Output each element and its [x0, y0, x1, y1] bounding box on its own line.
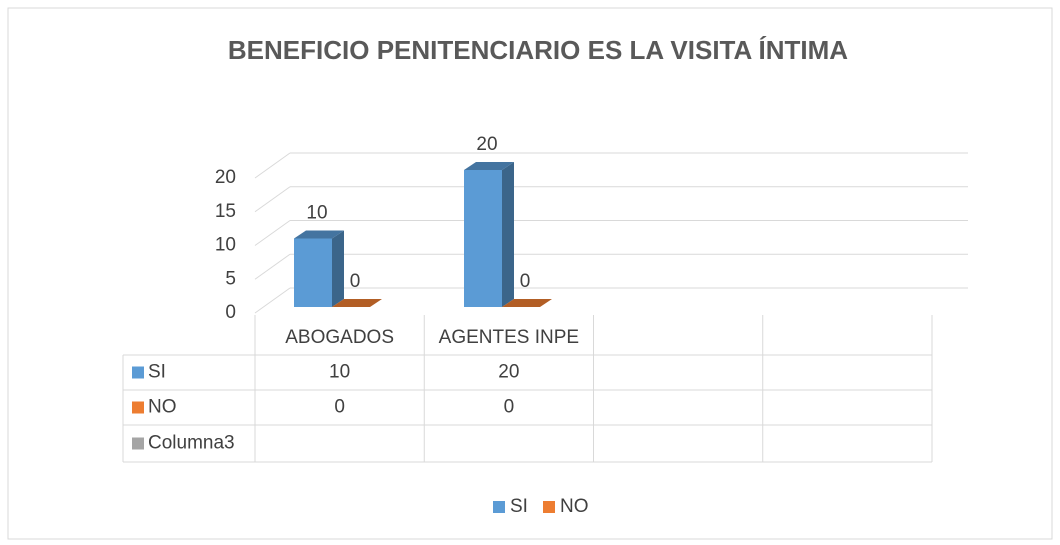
- legend-key: [493, 501, 505, 513]
- grid-line: [254, 287, 291, 314]
- grid-line: [254, 253, 291, 280]
- data-label: 20: [476, 134, 497, 155]
- y-tick-label: 20: [215, 167, 236, 188]
- table-row-label: NO: [148, 397, 177, 418]
- bar-top: [464, 162, 514, 170]
- bar-top: [294, 230, 344, 239]
- table-legend-key: [132, 437, 144, 450]
- y-tick-label: 15: [215, 201, 236, 222]
- bar-side: [502, 162, 514, 307]
- y-tick-label: 0: [225, 302, 236, 323]
- data-label: 0: [350, 271, 361, 292]
- table-legend-key: [132, 366, 144, 379]
- legend-key: [543, 501, 555, 513]
- x-tick-label: AGENTES INPE: [439, 327, 579, 348]
- table-value: 10: [329, 362, 350, 383]
- bar-top: [502, 299, 552, 307]
- grid-line: [254, 186, 291, 213]
- bar-side: [332, 230, 344, 307]
- bar-top: [332, 299, 382, 307]
- chart-area: [7, 7, 1053, 540]
- grid-line: [254, 152, 291, 179]
- bar: [294, 238, 332, 307]
- data-label: 0: [520, 271, 531, 292]
- legend-label: NO: [560, 496, 589, 517]
- bar: [464, 170, 502, 307]
- legend-label: SI: [510, 496, 528, 517]
- chart-title: BENEFICIO PENITENCIARIO ES LA VISITA ÍNT…: [228, 35, 848, 65]
- data-label: 10: [306, 203, 327, 224]
- table-row-label: SI: [148, 362, 166, 383]
- table-row-label: Columna3: [148, 433, 235, 454]
- table-value: 0: [504, 397, 515, 418]
- table-value: 20: [498, 362, 519, 383]
- grid-line: [254, 220, 291, 246]
- table-legend-key: [132, 401, 144, 414]
- y-tick-label: 5: [225, 268, 236, 289]
- table-value: 0: [334, 397, 345, 418]
- y-tick-label: 10: [215, 235, 236, 256]
- x-tick-label: ABOGADOS: [285, 327, 394, 348]
